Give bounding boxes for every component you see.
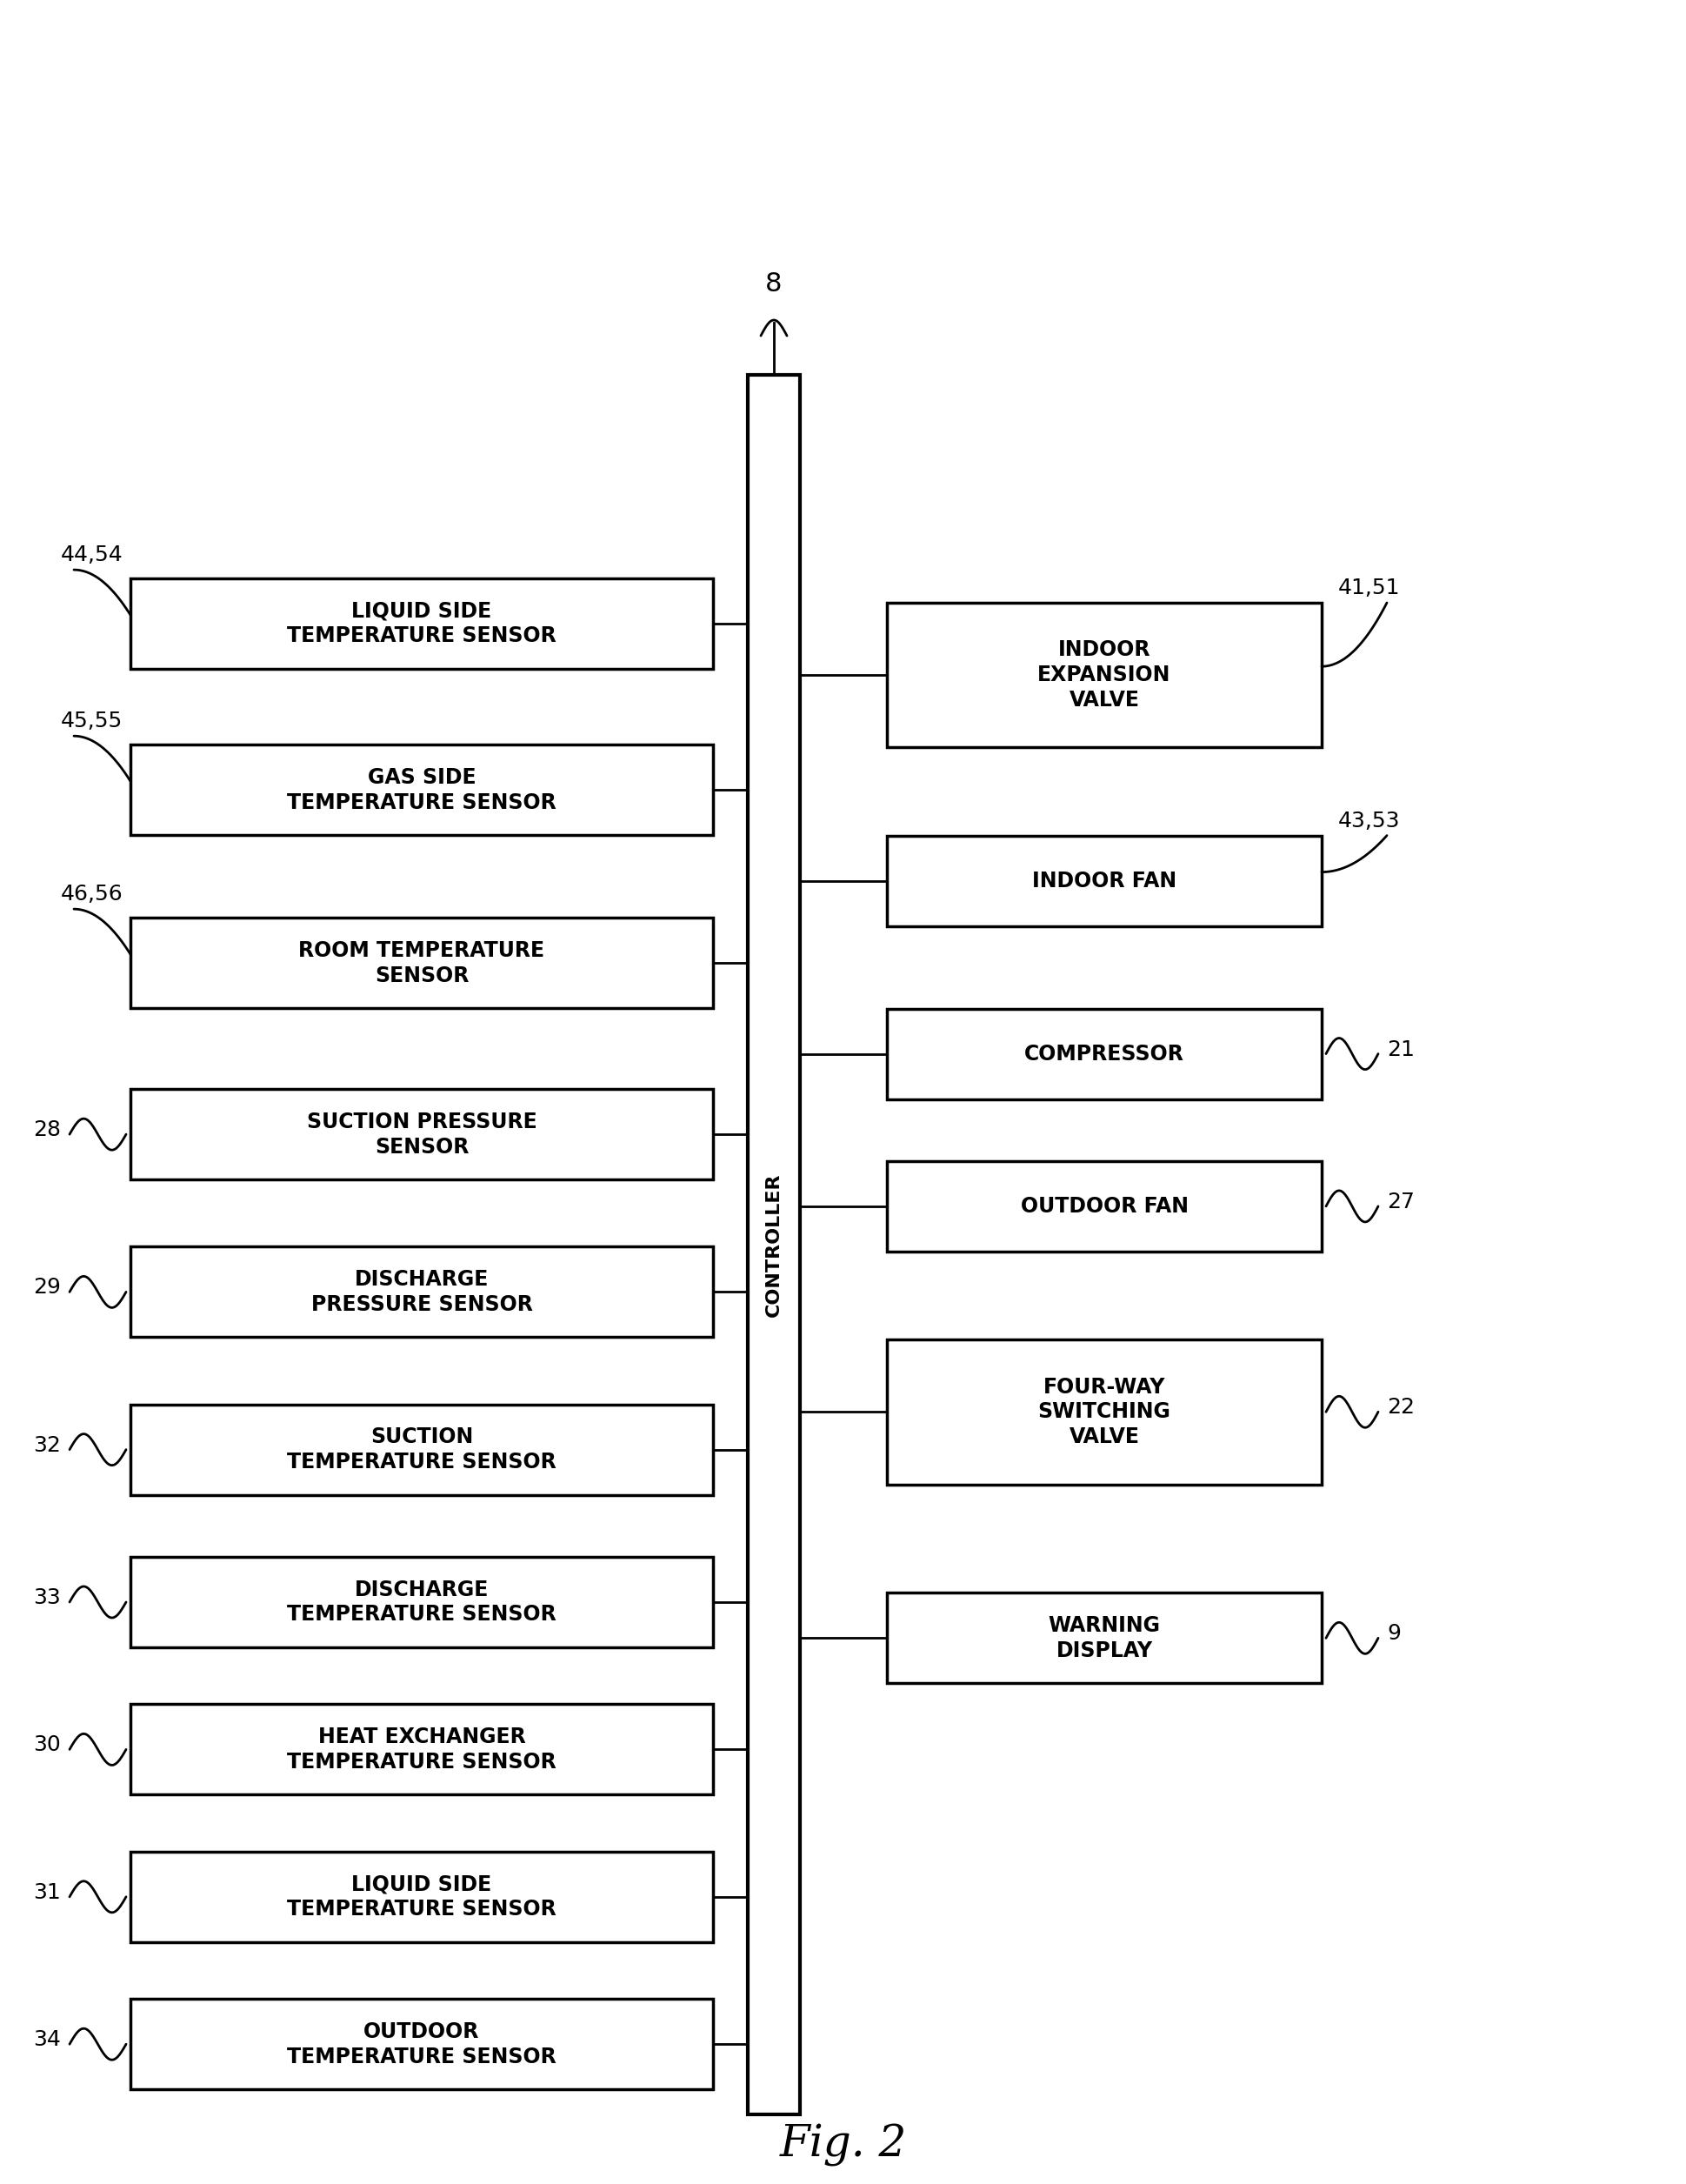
Bar bbox=[130, 1090, 713, 1179]
Text: WARNING
DISPLAY: WARNING DISPLAY bbox=[1049, 1616, 1160, 1662]
Text: 21: 21 bbox=[1388, 1040, 1415, 1059]
Text: 44,54: 44,54 bbox=[61, 544, 123, 566]
Bar bbox=[887, 1162, 1322, 1251]
Bar bbox=[130, 917, 713, 1009]
Text: OUTDOOR
TEMPERATURE SENSOR: OUTDOOR TEMPERATURE SENSOR bbox=[287, 2020, 556, 2066]
Text: SUCTION PRESSURE
SENSOR: SUCTION PRESSURE SENSOR bbox=[307, 1112, 536, 1158]
Bar bbox=[130, 1557, 713, 1647]
Bar bbox=[887, 603, 1322, 747]
Text: 34: 34 bbox=[34, 2029, 61, 2051]
Bar bbox=[130, 579, 713, 668]
Text: Fig. 2: Fig. 2 bbox=[779, 2123, 907, 2167]
Text: INDOOR
EXPANSION
VALVE: INDOOR EXPANSION VALVE bbox=[1037, 640, 1172, 710]
Text: 28: 28 bbox=[34, 1120, 61, 1140]
Text: 46,56: 46,56 bbox=[61, 885, 123, 904]
Text: COMPRESSOR: COMPRESSOR bbox=[1025, 1044, 1184, 1064]
Bar bbox=[887, 1009, 1322, 1099]
Text: HEAT EXCHANGER
TEMPERATURE SENSOR: HEAT EXCHANGER TEMPERATURE SENSOR bbox=[287, 1728, 556, 1773]
Text: 8: 8 bbox=[765, 271, 782, 297]
Text: LIQUID SIDE
TEMPERATURE SENSOR: LIQUID SIDE TEMPERATURE SENSOR bbox=[287, 1874, 556, 1920]
Text: OUTDOOR FAN: OUTDOOR FAN bbox=[1020, 1197, 1189, 1216]
Text: 27: 27 bbox=[1388, 1192, 1415, 1212]
Bar bbox=[887, 1592, 1322, 1684]
Bar bbox=[749, 376, 799, 2114]
Text: ROOM TEMPERATURE
SENSOR: ROOM TEMPERATURE SENSOR bbox=[298, 939, 545, 985]
Bar bbox=[130, 745, 713, 834]
Text: GAS SIDE
TEMPERATURE SENSOR: GAS SIDE TEMPERATURE SENSOR bbox=[287, 767, 556, 812]
Text: 43,53: 43,53 bbox=[1337, 810, 1399, 832]
Bar bbox=[887, 1339, 1322, 1485]
Bar bbox=[887, 836, 1322, 926]
Text: 32: 32 bbox=[34, 1435, 61, 1457]
Text: 29: 29 bbox=[34, 1278, 61, 1297]
Bar bbox=[130, 1998, 713, 2090]
Text: DISCHARGE
PRESSURE SENSOR: DISCHARGE PRESSURE SENSOR bbox=[310, 1269, 533, 1315]
Bar bbox=[130, 1404, 713, 1494]
Bar bbox=[130, 1247, 713, 1337]
Text: 22: 22 bbox=[1388, 1398, 1415, 1417]
Text: 45,55: 45,55 bbox=[61, 710, 123, 732]
Text: 33: 33 bbox=[34, 1588, 61, 1607]
Text: DISCHARGE
TEMPERATURE SENSOR: DISCHARGE TEMPERATURE SENSOR bbox=[287, 1579, 556, 1625]
Text: LIQUID SIDE
TEMPERATURE SENSOR: LIQUID SIDE TEMPERATURE SENSOR bbox=[287, 601, 556, 646]
Text: CONTROLLER: CONTROLLER bbox=[765, 1173, 782, 1317]
Text: SUCTION
TEMPERATURE SENSOR: SUCTION TEMPERATURE SENSOR bbox=[287, 1426, 556, 1472]
Bar bbox=[130, 1852, 713, 1942]
Text: 41,51: 41,51 bbox=[1337, 577, 1399, 598]
Text: 31: 31 bbox=[34, 1883, 61, 1902]
Text: 9: 9 bbox=[1388, 1623, 1401, 1645]
Text: 30: 30 bbox=[34, 1734, 61, 1756]
Bar bbox=[130, 1704, 713, 1795]
Text: FOUR-WAY
SWITCHING
VALVE: FOUR-WAY SWITCHING VALVE bbox=[1039, 1376, 1170, 1448]
Text: INDOOR FAN: INDOOR FAN bbox=[1032, 869, 1177, 891]
